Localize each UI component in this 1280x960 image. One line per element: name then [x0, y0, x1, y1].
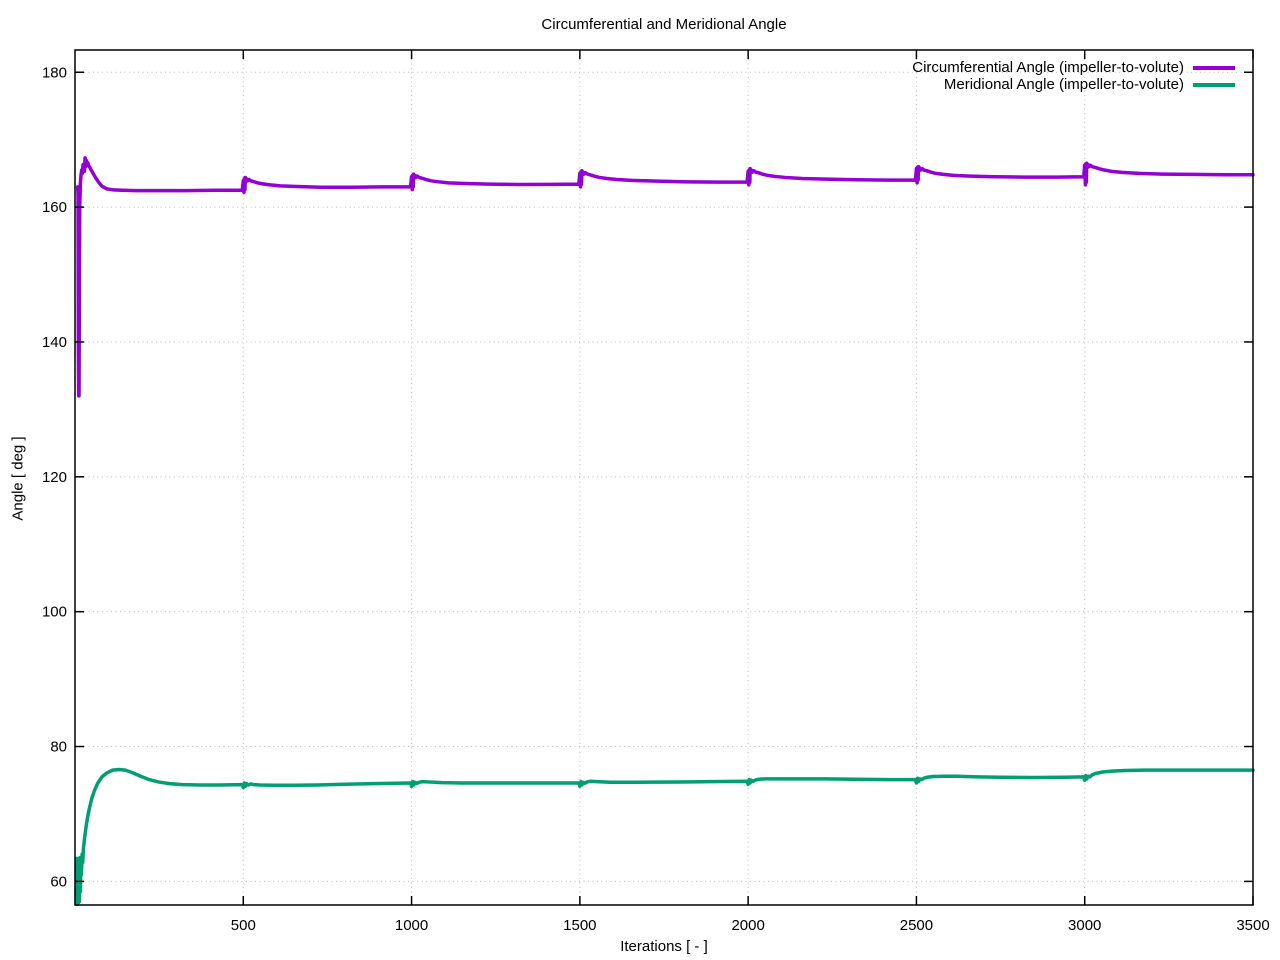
x-tick-label: 1000	[395, 917, 428, 934]
legend-label: Circumferential Angle (impeller-to-volut…	[912, 59, 1184, 76]
y-tick-label: 120	[42, 469, 67, 486]
legend-line-sample	[1193, 65, 1235, 70]
x-tick-label: 500	[231, 917, 256, 934]
x-tick-label: 3000	[1068, 917, 1101, 934]
legend-label: Meridional Angle (impeller-to-volute)	[943, 76, 1184, 93]
y-tick-label: 160	[42, 199, 67, 216]
x-tick-label: 2000	[731, 917, 764, 934]
y-tick-label: 60	[50, 873, 67, 890]
legend-entry-2: Meridional Angle (impeller-to-volute)	[912, 76, 1235, 93]
x-tick-label: 3500	[1236, 917, 1269, 934]
legend: Circumferential Angle (impeller-to-volut…	[912, 59, 1235, 93]
x-axis-label: Iterations [ - ]	[620, 938, 708, 955]
legend-line-sample	[1193, 82, 1235, 87]
y-tick-label: 140	[42, 334, 67, 351]
x-tick-label: 2500	[900, 917, 933, 934]
y-tick-label: 80	[50, 739, 67, 756]
x-tick-label: 1500	[563, 917, 596, 934]
series-line-1	[75, 156, 1255, 398]
legend-entry-1: Circumferential Angle (impeller-to-volut…	[912, 59, 1235, 76]
series-line-2	[74, 767, 1255, 907]
chart-title: Circumferential and Meridional Angle	[541, 16, 787, 33]
y-tick-label: 180	[42, 64, 67, 81]
y-tick-label: 100	[42, 604, 67, 621]
